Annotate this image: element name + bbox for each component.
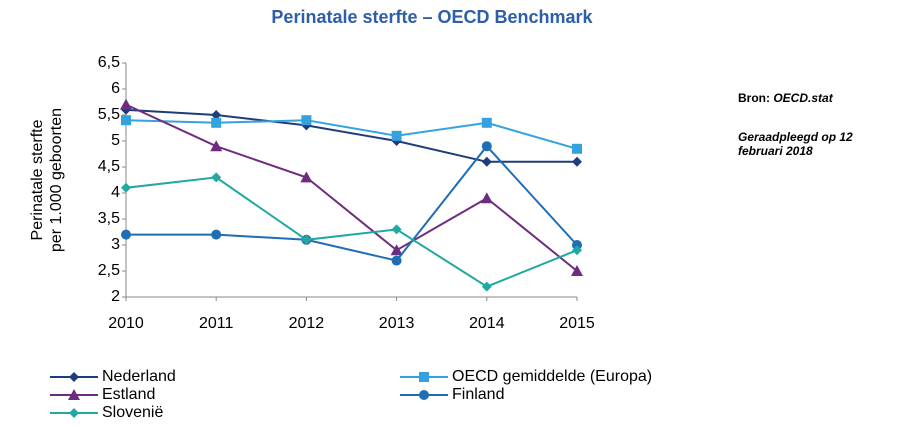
marker: [572, 245, 582, 256]
marker: [572, 156, 582, 167]
series-line: [125, 176, 578, 288]
accessed-note: Geraadpleegd op 12 februari 2018: [738, 130, 853, 158]
series-line: [125, 119, 578, 150]
marker: [480, 192, 493, 204]
marker: [390, 244, 403, 256]
marker: [68, 389, 80, 400]
marker: [121, 229, 131, 240]
marker: [481, 117, 492, 128]
series-line: [126, 144, 578, 262]
marker: [572, 240, 582, 250]
marker: [69, 372, 79, 382]
y-tick-label: 5: [111, 132, 120, 149]
marker: [481, 156, 492, 167]
marker: [391, 224, 402, 235]
y-tick-label: 2,5: [98, 262, 120, 279]
y-axis-label: Perinatale sterfte: [29, 119, 46, 240]
legend-label: Slovenië: [102, 404, 163, 421]
marker: [121, 115, 131, 126]
source: OECD.stat: [773, 91, 833, 105]
source-note: Bron: OECD.stat: [738, 91, 833, 105]
marker: [481, 141, 492, 152]
marker: [419, 372, 429, 382]
marker: [211, 117, 222, 128]
marker: [121, 182, 131, 193]
marker: [301, 115, 312, 126]
legend-label: Estland: [102, 386, 155, 403]
x-tick-label: 2011: [199, 315, 234, 332]
x-tick-label: 2013: [379, 315, 415, 332]
marker: [419, 390, 429, 400]
marker: [391, 130, 402, 141]
marker: [211, 110, 222, 120]
y-tick-label: 6,5: [98, 54, 120, 71]
marker: [572, 143, 582, 154]
marker: [301, 234, 312, 245]
y-tick-label: 2: [111, 288, 120, 305]
marker: [391, 255, 402, 266]
y-tick-label: 4: [111, 184, 120, 201]
marker: [120, 98, 132, 110]
marker: [210, 140, 223, 152]
x-tick-label: 2014: [469, 315, 505, 332]
marker: [211, 229, 222, 240]
y-tick-label: 5,5: [98, 106, 120, 123]
marker: [211, 172, 222, 183]
x-tick-label: 2010: [108, 315, 144, 332]
marker: [571, 265, 583, 276]
x-tick-label: 2015: [559, 315, 595, 332]
series-line: [125, 103, 578, 272]
marker: [69, 408, 79, 418]
x-tick-label: 2012: [289, 315, 325, 332]
y-tick-label: 3,5: [98, 210, 120, 227]
y-axis-label: per 1.000 geboorten: [48, 108, 65, 252]
y-tick-label: 3: [111, 236, 120, 253]
legend-label: OECD gemiddelde (Europa): [452, 368, 652, 385]
source-label: Bron:: [738, 91, 770, 105]
marker: [300, 171, 313, 183]
legend-label: Finland: [452, 386, 504, 403]
marker: [481, 281, 492, 292]
y-tick-label: 6: [111, 80, 120, 97]
y-tick-label: 4,5: [98, 158, 120, 175]
legend-label: Nederland: [102, 368, 176, 385]
chart-title: Perinatale sterfte – OECD Benchmark: [271, 7, 593, 27]
